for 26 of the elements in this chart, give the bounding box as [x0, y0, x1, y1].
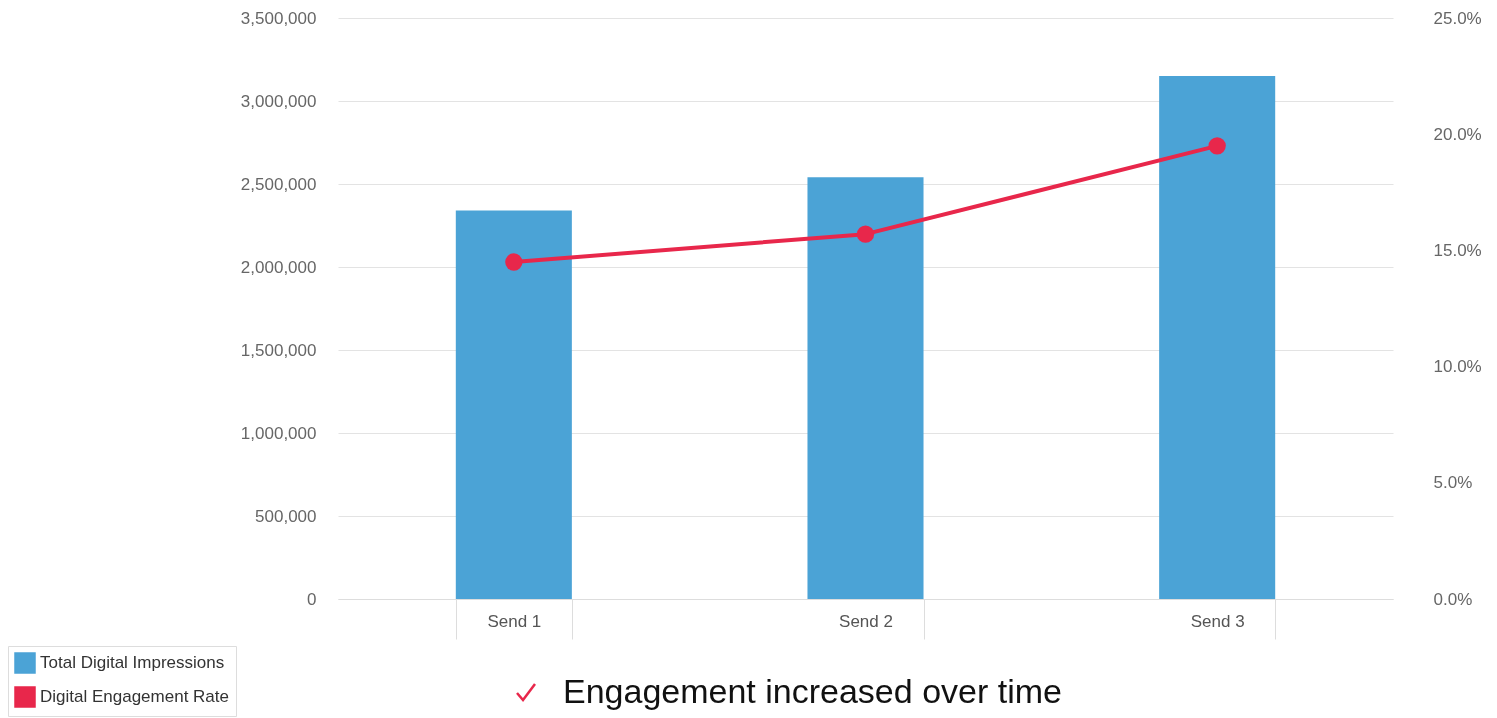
text: Engagement increased over time [563, 672, 1062, 711]
legend-label: Digital Engagement Rate [40, 687, 230, 706]
legend-label: Total Digital Impressions [40, 653, 225, 672]
bar [455, 210, 572, 599]
bar [1159, 76, 1276, 599]
y-tick-label: 3,000,000 [240, 91, 317, 111]
x-tick-label: Send 2 [839, 611, 893, 631]
y-tick-label: 3,500,000 [240, 8, 317, 28]
y2-tick-label: 20.0% [1433, 124, 1482, 144]
y2-tick-label: 10.0% [1433, 357, 1482, 377]
y-tick-label: 1,000,000 [240, 423, 317, 443]
y-tick-label: 500,000 [255, 506, 317, 526]
point [1208, 137, 1226, 155]
y-tick-label: 2,000,000 [240, 257, 317, 277]
y2-tick-label: 25.0% [1433, 8, 1482, 28]
point [856, 225, 875, 243]
x-tick-label: Send 3 [1190, 611, 1245, 631]
y-tick-label: 0 [307, 589, 317, 609]
y2-tick-label: 5.0% [1433, 473, 1473, 493]
x-tick-label: Send 1 [487, 611, 542, 631]
y2-tick-label: 0.0% [1433, 589, 1473, 609]
y-tick-label: 2,500,000 [240, 174, 317, 194]
point [505, 253, 523, 271]
y-tick-label: 1,500,000 [240, 340, 317, 360]
bar [807, 177, 924, 599]
y2-tick-label: 15.0% [1433, 240, 1482, 260]
